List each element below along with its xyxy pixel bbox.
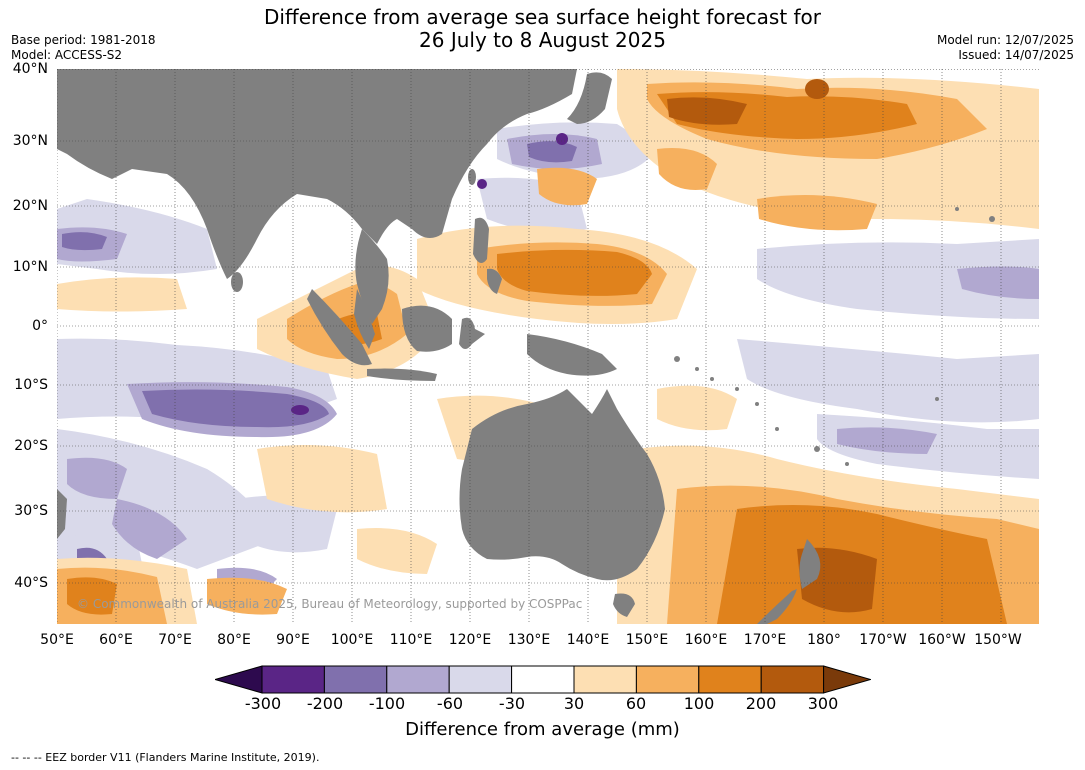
colorbar-swatch	[261, 665, 325, 694]
lon-label-120e: 120°E	[448, 632, 492, 648]
lat-label-30s: 30°S	[14, 503, 48, 519]
lon-label-130e: 130°E	[507, 632, 551, 648]
colorbar-swatch	[511, 665, 575, 694]
colorbar-swatch	[698, 665, 762, 694]
colorbar-tick--30: -30	[498, 694, 526, 713]
lon-label-90e: 90°E	[276, 632, 310, 648]
lon-label-80e: 80°E	[217, 632, 251, 648]
colorbar-tick--60: -60	[436, 694, 464, 713]
model-run-label: Model run: 12/07/2025	[936, 33, 1074, 47]
colorbar-tick--300: -300	[244, 694, 282, 713]
lon-label-150w: 150°W	[974, 632, 1022, 648]
colorbar-swatch	[386, 665, 450, 694]
lon-label-180: 180°	[807, 632, 841, 648]
lat-label-40s: 40°S	[14, 575, 48, 591]
colorbar-tick-300: 300	[807, 694, 839, 713]
lon-label-150e: 150°E	[625, 632, 669, 648]
land	[57, 69, 995, 624]
colorbar-extend-high	[823, 665, 871, 694]
model-label: Model: ACCESS-S2	[11, 48, 123, 62]
lat-label-20s: 20°S	[14, 438, 48, 454]
lon-label-160w: 160°W	[918, 632, 966, 648]
anomaly-deep-purple	[291, 133, 568, 415]
lat-label-20n: 20°N	[12, 198, 48, 214]
issued-label: Issued: 14/07/2025	[958, 48, 1074, 62]
title-line-1: Difference from average sea surface heig…	[263, 5, 822, 29]
colorbar	[215, 665, 871, 694]
lon-label-50e: 50°E	[40, 632, 74, 648]
sea-surface-height-map[interactable]	[57, 69, 1039, 624]
eez-border-note: -- -- -- EEZ border V11 (Flanders Marine…	[11, 751, 320, 764]
base-period-label: Base period: 1981-2018	[11, 33, 156, 47]
colorbar-swatch	[635, 665, 700, 694]
lon-label-110e: 110°E	[389, 632, 433, 648]
colorbar-tick-30: 30	[563, 694, 585, 713]
lon-label-100e: 100°E	[330, 632, 374, 648]
map-svg	[57, 69, 1039, 624]
colorbar-extend-low	[215, 665, 263, 694]
colorbar-tick-200: 200	[745, 694, 777, 713]
colorbar-tick-60: 60	[625, 694, 647, 713]
lon-label-140e: 140°E	[566, 632, 610, 648]
graticule	[57, 69, 1039, 624]
lat-label-10s: 10°S	[14, 377, 48, 393]
lon-label-60e: 60°E	[99, 632, 133, 648]
copyright-notice: © Commonwealth of Australia 2025, Bureau…	[77, 597, 583, 611]
lon-label-170w: 170°W	[859, 632, 907, 648]
lat-label-10n: 10°N	[12, 259, 48, 275]
title-line-2: 26 July to 8 August 2025	[419, 28, 666, 52]
colorbar-swatch	[448, 665, 513, 694]
colorbar-tick-100: 100	[683, 694, 715, 713]
colorbar-swatch	[323, 665, 388, 694]
lon-label-170e: 170°E	[743, 632, 787, 648]
colorbar-tick--200: -200	[306, 694, 344, 713]
colorbar-swatch	[760, 665, 825, 694]
lat-label-0: 0°	[32, 318, 48, 334]
lon-label-160e: 160°E	[684, 632, 728, 648]
lat-label-40n: 40°N	[12, 61, 48, 77]
colorbar-swatch	[573, 665, 637, 694]
lon-label-70e: 70°E	[158, 632, 192, 648]
colorbar-title: Difference from average (mm)	[405, 719, 680, 740]
colorbar-tick--100: -100	[368, 694, 406, 713]
lat-label-30n: 30°N	[12, 133, 48, 149]
